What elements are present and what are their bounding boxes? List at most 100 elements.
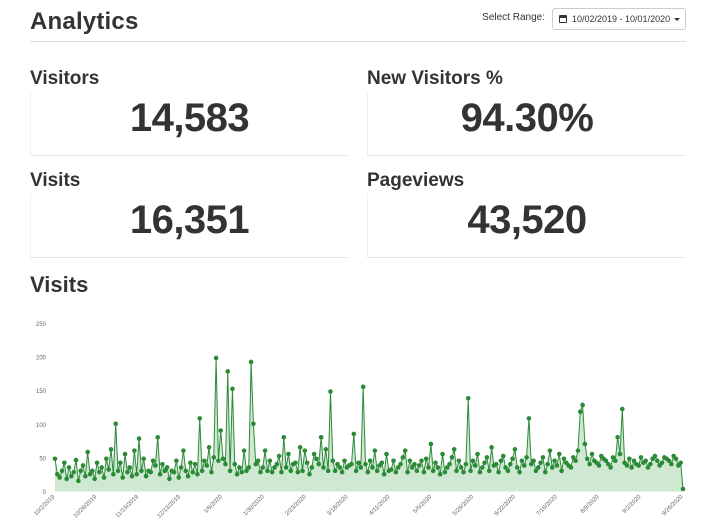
data-point — [216, 458, 221, 464]
data-point — [620, 406, 625, 412]
data-point — [379, 460, 385, 466]
data-point — [636, 463, 641, 468]
data-point — [421, 469, 427, 475]
data-point — [470, 458, 476, 464]
data-point — [125, 469, 130, 475]
data-point — [430, 468, 436, 474]
data-point — [66, 465, 72, 470]
date-range-picker[interactable]: 10/02/2019 - 10/01/2020 — [552, 8, 686, 30]
caret-down-icon — [674, 17, 681, 21]
data-point — [542, 469, 548, 475]
data-point — [139, 468, 144, 474]
data-point — [330, 458, 336, 464]
stat-value: 94.30% — [460, 96, 594, 140]
data-point — [153, 463, 158, 468]
data-point — [391, 458, 396, 464]
data-point — [556, 451, 562, 457]
data-point — [524, 455, 529, 460]
data-point — [437, 471, 443, 477]
data-point — [624, 463, 630, 468]
x-tick-label: 5/29/2020 — [452, 494, 476, 518]
data-point — [540, 455, 546, 460]
stat-box: 94.30% — [367, 92, 686, 156]
data-point — [111, 471, 116, 477]
data-point — [328, 389, 333, 394]
data-point — [316, 461, 322, 467]
data-point — [370, 465, 375, 470]
data-point — [183, 468, 189, 474]
data-point — [321, 465, 326, 470]
data-point — [323, 447, 329, 452]
visits-section-title: Visits — [30, 272, 89, 297]
data-point — [241, 448, 247, 453]
data-point — [267, 458, 273, 464]
x-tick-label: 10/2/2019 — [33, 494, 57, 518]
data-point — [97, 469, 102, 475]
data-point — [195, 471, 200, 477]
data-point — [414, 468, 420, 474]
data-point — [507, 461, 513, 467]
data-point — [605, 461, 611, 467]
data-point — [496, 469, 501, 475]
data-point — [603, 458, 609, 464]
page-title: Analytics — [30, 8, 139, 35]
data-point — [141, 456, 147, 462]
data-point — [648, 461, 653, 467]
x-tick-label: 8/9/2020 — [580, 494, 601, 515]
data-point — [304, 460, 310, 466]
data-point — [638, 455, 644, 460]
data-point — [143, 473, 149, 479]
data-point — [279, 469, 284, 475]
data-point — [148, 469, 154, 475]
stat-label: Visitors — [30, 68, 100, 89]
data-point — [367, 458, 373, 464]
data-point — [409, 465, 415, 470]
data-point — [351, 431, 357, 437]
data-point — [237, 465, 242, 470]
data-point — [580, 402, 585, 408]
data-point — [239, 469, 245, 475]
x-tick-label: 7/16/2020 — [536, 494, 560, 518]
data-point — [615, 434, 620, 440]
data-point — [281, 434, 287, 440]
data-point — [498, 458, 504, 464]
x-tick-label: 3/18/2020 — [326, 494, 350, 518]
data-point — [78, 468, 83, 474]
data-point — [223, 461, 228, 467]
data-point — [248, 359, 254, 365]
stat-box: 16,351 — [30, 194, 348, 258]
data-point — [526, 416, 532, 421]
y-tick-label: 200 — [36, 356, 47, 362]
data-point — [561, 456, 567, 462]
data-point — [678, 460, 683, 466]
data-point — [127, 465, 133, 470]
data-point — [372, 448, 378, 453]
data-point — [631, 458, 637, 464]
data-point — [472, 463, 478, 468]
data-point — [120, 475, 125, 480]
data-point — [118, 460, 123, 466]
data-point — [232, 461, 238, 467]
data-point — [503, 465, 508, 470]
data-point — [274, 461, 280, 467]
data-point — [99, 465, 104, 470]
data-point — [433, 460, 438, 466]
data-point — [260, 465, 266, 470]
data-point — [209, 469, 214, 475]
data-point — [426, 465, 431, 470]
data-point — [652, 453, 658, 459]
data-point — [545, 461, 550, 467]
data-point — [519, 458, 525, 464]
data-point — [400, 455, 406, 460]
data-point — [538, 460, 543, 466]
data-point — [332, 468, 338, 474]
data-point — [680, 486, 686, 492]
data-point — [360, 384, 366, 390]
data-point — [244, 468, 249, 474]
data-point — [265, 468, 270, 474]
data-point — [617, 451, 623, 457]
data-point — [225, 369, 231, 374]
data-point — [587, 461, 592, 467]
data-point — [76, 478, 81, 484]
data-point — [113, 421, 118, 427]
